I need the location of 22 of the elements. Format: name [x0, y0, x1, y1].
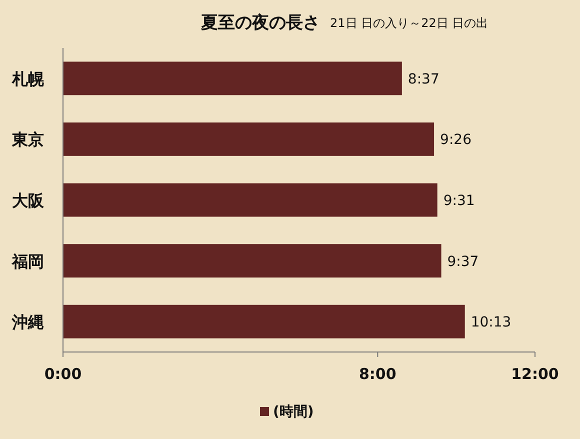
x-tick-label: 12:00: [511, 365, 559, 383]
bar: [63, 122, 434, 156]
data-label: 9:31: [443, 193, 475, 209]
y-tick-label: 東京: [11, 130, 44, 150]
chart-subtitle: 21日 日の入り～22日 日の出: [330, 16, 488, 30]
data-label: 9:26: [440, 132, 472, 148]
bar: [63, 62, 402, 96]
legend-label: (時間): [273, 404, 314, 420]
bar: [63, 304, 465, 338]
data-label: 10:13: [470, 314, 512, 331]
x-tick-label: 0:00: [44, 365, 82, 383]
bar: [63, 183, 438, 217]
y-tick-label: 大阪: [12, 191, 45, 210]
y-tick-label: 福岡: [11, 252, 44, 271]
legend: (時間): [260, 404, 314, 420]
y-tick-label: 札幌: [11, 69, 45, 88]
bar: [63, 244, 442, 278]
x-tick-label: 8:00: [359, 365, 396, 383]
y-tick-label: 沖縄: [11, 312, 44, 332]
chart-title: 夏至の夜の長さ: [200, 13, 320, 33]
data-label: 9:37: [447, 254, 479, 270]
data-label: 8:37: [408, 71, 440, 88]
